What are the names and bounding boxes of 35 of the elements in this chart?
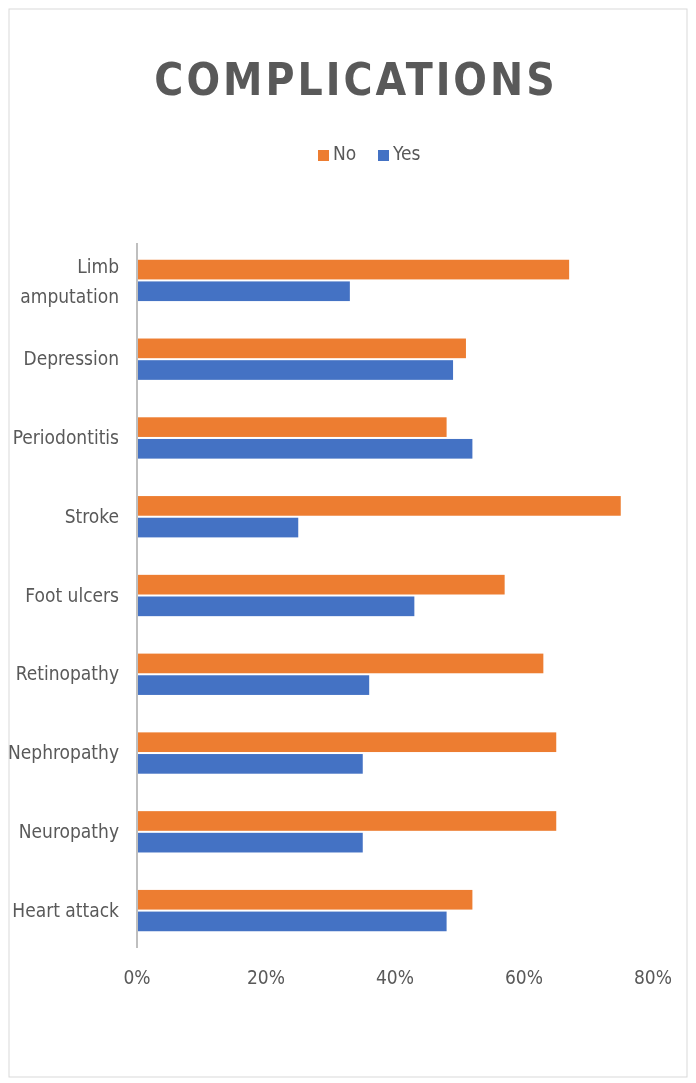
bar [137, 338, 466, 359]
y-tick-label: Depression [23, 347, 119, 370]
y-tick-label: Neuropathy [18, 819, 119, 842]
x-tick-label: 20% [247, 966, 285, 988]
bar [137, 911, 447, 932]
x-tick-label: 0% [123, 966, 151, 988]
bar [137, 675, 370, 695]
bar [137, 360, 454, 380]
y-tick-label: Periodontitis [12, 425, 120, 448]
bar [137, 596, 415, 617]
y-tick-label: Limb amputation [20, 255, 119, 308]
bar [137, 811, 557, 831]
y-tick-label: Retinopathy [15, 662, 119, 685]
chart-title: COMPLICATIONS [154, 54, 558, 105]
y-tick-label: Nephropathy [7, 741, 119, 764]
y-tick-label: Heart attack [12, 898, 120, 921]
bar [137, 417, 447, 437]
bar [137, 832, 363, 853]
x-tick-label: 80% [634, 966, 672, 988]
bar [137, 732, 557, 753]
y-tick-label: Foot ulcers [25, 583, 120, 606]
bar [137, 259, 570, 280]
x-tick-label: 40% [376, 966, 414, 988]
y-tick-label: Stroke [64, 504, 119, 527]
bar [137, 496, 621, 516]
x-tick-label: 60% [505, 966, 543, 988]
bar [137, 438, 473, 459]
bar [137, 653, 544, 674]
legend-label: Yes [392, 142, 421, 164]
bar [137, 889, 473, 910]
bar [137, 281, 350, 302]
bar [137, 574, 505, 595]
bar [137, 754, 363, 774]
legend-label: No [333, 142, 357, 164]
bar [137, 517, 299, 538]
